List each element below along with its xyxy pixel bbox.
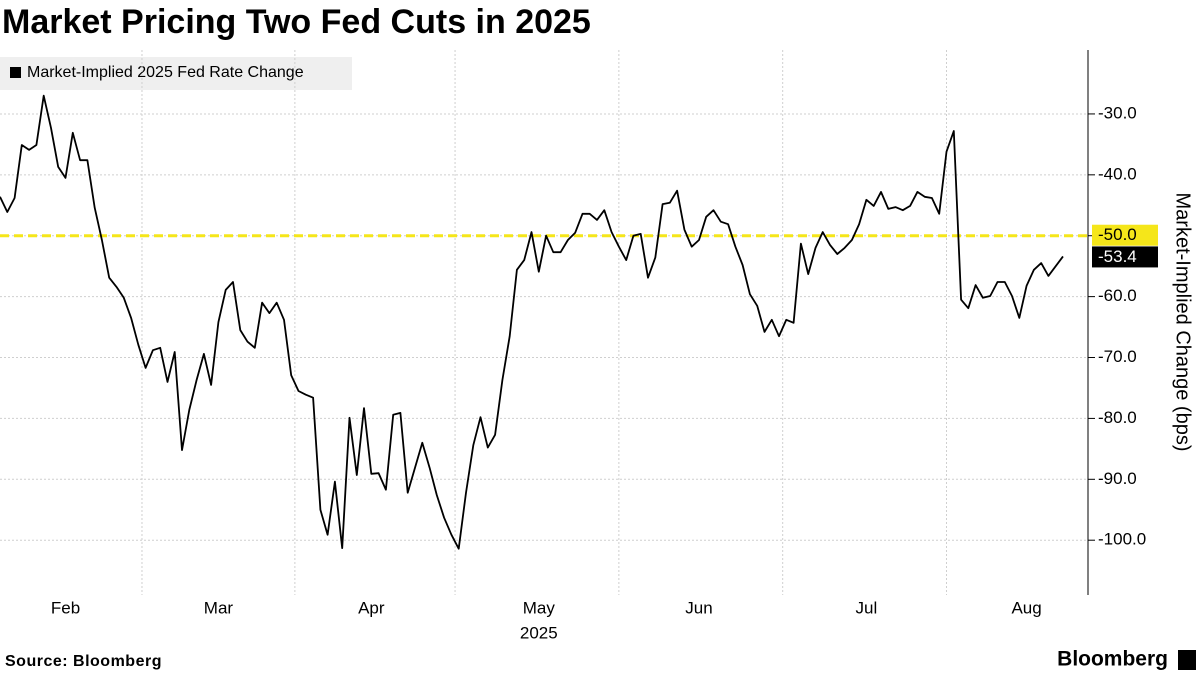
y-tick-label: -60.0 [1098, 286, 1137, 305]
x-tick-label: Apr [358, 598, 385, 617]
y-tick-label: -90.0 [1098, 469, 1137, 488]
series-line [0, 94, 1064, 550]
y-tick-label: -30.0 [1098, 103, 1137, 122]
x-tick-label: Aug [1011, 598, 1041, 617]
legend-label: Market-Implied 2025 Fed Rate Change [27, 64, 304, 81]
reference-label-box [1092, 224, 1158, 246]
brand-icon [1178, 650, 1196, 670]
x-tick-label: Jun [685, 598, 712, 617]
source: Source: Bloomberg [5, 653, 162, 670]
brand: Bloomberg [1057, 648, 1168, 671]
x-tick-label: Jul [856, 598, 878, 617]
x-tick-label: Feb [51, 598, 80, 617]
chart-title: Market Pricing Two Fed Cuts in 2025 [2, 3, 591, 41]
y-tick-label: -70.0 [1098, 347, 1137, 366]
reference-label: -50.0 [1098, 225, 1137, 244]
y-tick-label: -100.0 [1098, 530, 1146, 549]
legend-swatch [10, 67, 21, 78]
x-tick-label: Mar [204, 598, 234, 617]
y-axis-title: Market-Implied Change (bps) [1172, 193, 1194, 452]
x-sublabel: 2025 [520, 623, 558, 642]
x-tick-label: May [523, 598, 556, 617]
y-tick-label: -40.0 [1098, 164, 1137, 183]
last-value-label: -53.4 [1098, 247, 1137, 266]
legend-box [0, 57, 352, 90]
last-value-box [1092, 246, 1158, 268]
y-tick-label: -80.0 [1098, 408, 1137, 427]
